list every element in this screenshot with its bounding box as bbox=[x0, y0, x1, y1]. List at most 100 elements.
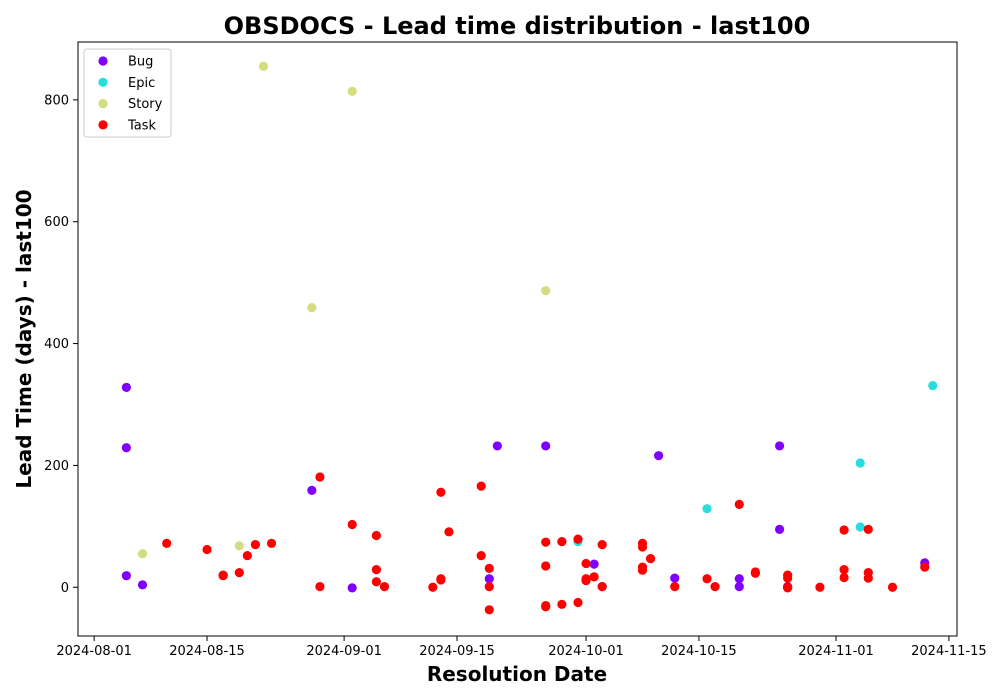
task-point bbox=[436, 575, 446, 585]
task-point bbox=[444, 527, 454, 537]
task-point bbox=[541, 602, 551, 612]
task-point bbox=[597, 582, 607, 592]
bug-point bbox=[589, 559, 599, 569]
legend-frame bbox=[83, 48, 172, 138]
task-point bbox=[670, 582, 680, 592]
bug-point bbox=[121, 571, 131, 581]
task-point bbox=[557, 536, 567, 547]
bug-point bbox=[492, 441, 502, 451]
bug-point bbox=[137, 580, 148, 590]
bug-point bbox=[121, 443, 131, 453]
x-tick-label: 2024-10-15 bbox=[661, 644, 737, 659]
points-layer bbox=[121, 61, 938, 615]
bug-point bbox=[774, 441, 785, 451]
task-point bbox=[557, 599, 567, 609]
task-point bbox=[379, 582, 390, 592]
task-point bbox=[266, 538, 277, 548]
task-point bbox=[783, 573, 793, 583]
task-point bbox=[581, 558, 591, 569]
bug-point bbox=[734, 582, 744, 592]
bug-point bbox=[484, 574, 494, 584]
task-point bbox=[162, 538, 172, 548]
task-point bbox=[315, 582, 325, 592]
series-bug bbox=[121, 382, 930, 593]
y-tick-label: 600 bbox=[44, 215, 69, 230]
y-tick-label: 400 bbox=[44, 337, 69, 352]
task-point bbox=[783, 583, 793, 593]
bug-point bbox=[774, 524, 785, 534]
task-point bbox=[371, 530, 381, 541]
legend-label-epic: Epic bbox=[128, 76, 155, 91]
task-point bbox=[920, 562, 930, 572]
task-point bbox=[436, 487, 446, 497]
story-point bbox=[307, 303, 317, 313]
bug-point bbox=[347, 583, 357, 593]
task-point bbox=[347, 519, 357, 530]
y-tick-label: 0 bbox=[61, 581, 69, 596]
task-point bbox=[218, 570, 228, 580]
task-point bbox=[484, 563, 494, 573]
epic-point bbox=[928, 381, 938, 391]
x-tick-label: 2024-11-15 bbox=[911, 644, 987, 659]
legend-label-bug: Bug bbox=[128, 55, 153, 70]
task-point bbox=[573, 534, 583, 544]
x-tick-label: 2024-10-01 bbox=[548, 644, 624, 659]
task-point bbox=[371, 577, 381, 587]
x-tick-label: 2024-08-01 bbox=[56, 644, 132, 659]
x-axis: 2024-08-01 2024-08-15 2024-09-01 2024-09-15… bbox=[56, 636, 987, 659]
story-point bbox=[137, 549, 148, 559]
task-point bbox=[597, 540, 607, 550]
task-point bbox=[839, 525, 849, 535]
task-point bbox=[887, 582, 898, 592]
task-point bbox=[202, 544, 212, 555]
legend-marker-epic bbox=[98, 77, 108, 87]
task-point bbox=[637, 542, 648, 552]
task-point bbox=[476, 550, 486, 561]
bug-point bbox=[670, 573, 680, 583]
legend-marker-bug bbox=[98, 56, 108, 66]
chart-title: OBSDOCS - Lead time distribution - last1… bbox=[224, 12, 811, 40]
task-point bbox=[541, 537, 551, 547]
story-point bbox=[258, 61, 269, 71]
task-point bbox=[581, 574, 591, 584]
x-tick-label: 2024-08-15 bbox=[169, 644, 245, 659]
task-point bbox=[484, 605, 494, 615]
task-point bbox=[839, 564, 849, 575]
legend: Bug Epic Story Task bbox=[83, 48, 172, 138]
task-point bbox=[839, 572, 849, 583]
task-point bbox=[484, 582, 494, 592]
plot-area bbox=[77, 41, 958, 637]
legend-label-task: Task bbox=[127, 118, 157, 133]
task-point bbox=[702, 574, 712, 584]
task-point bbox=[573, 597, 583, 608]
task-point bbox=[315, 472, 325, 482]
task-point bbox=[428, 582, 438, 592]
y-tick-label: 200 bbox=[44, 459, 69, 474]
x-tick-label: 2024-11-01 bbox=[798, 644, 874, 659]
task-point bbox=[371, 564, 381, 575]
x-tick-label: 2024-09-01 bbox=[306, 644, 382, 659]
bug-point bbox=[121, 382, 131, 393]
series-task bbox=[162, 472, 930, 615]
epic-point bbox=[855, 458, 865, 468]
legend-label-story: Story bbox=[128, 97, 163, 112]
task-point bbox=[589, 572, 599, 582]
task-point bbox=[242, 550, 252, 561]
x-axis-label: Resolution Date bbox=[427, 662, 607, 686]
story-point bbox=[541, 285, 551, 296]
y-tick-label: 800 bbox=[44, 93, 69, 108]
series-story bbox=[137, 61, 551, 559]
task-point bbox=[863, 573, 873, 583]
task-point bbox=[815, 582, 825, 592]
task-point bbox=[863, 524, 873, 534]
epic-point bbox=[855, 522, 865, 532]
task-point bbox=[710, 582, 720, 592]
task-point bbox=[476, 481, 486, 491]
bug-point bbox=[307, 485, 317, 495]
y-axis: 0 200 400 600 800 bbox=[44, 93, 78, 596]
task-point bbox=[250, 540, 261, 550]
bug-point bbox=[654, 451, 664, 461]
task-point bbox=[645, 554, 656, 564]
y-axis-label: Lead Time (days) - last100 bbox=[12, 189, 36, 488]
